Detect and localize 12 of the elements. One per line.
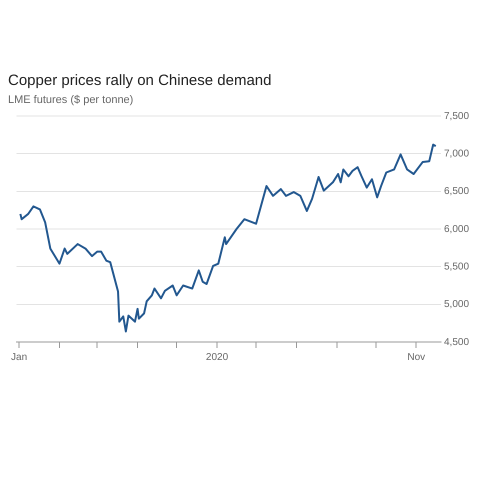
y-tick-label: 7,500 <box>444 110 470 122</box>
x-tick-label: Nov <box>407 352 426 363</box>
y-tick-label: 4,500 <box>444 336 470 348</box>
y-tick-label: 6,500 <box>444 186 470 198</box>
y-tick-label: 5,500 <box>444 261 470 272</box>
x-tick-label: Jan <box>11 352 28 363</box>
y-tick-label: 7,000 <box>444 148 470 160</box>
chart-title: Copper prices rally on Chinese demand <box>8 72 272 89</box>
y-tick-label: 6,000 <box>444 224 470 235</box>
y-tick-label: 5,000 <box>444 299 470 310</box>
chart-subtitle: LME futures ($ per tonne) <box>8 94 134 106</box>
x-tick-label: 2020 <box>206 352 229 363</box>
